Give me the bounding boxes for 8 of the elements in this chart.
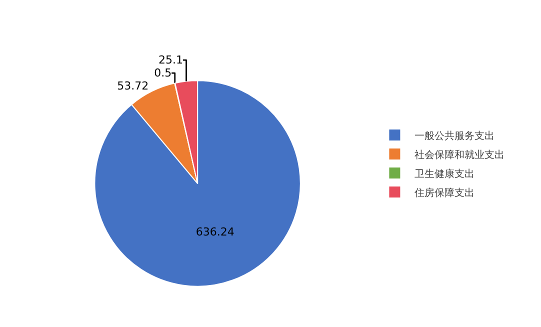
data-label: 636.24 <box>196 225 234 238</box>
legend-label: 一般公共服务支出 <box>414 130 495 142</box>
legend-label: 住房保障支出 <box>414 186 475 199</box>
legend-label: 社会保障和就业支出 <box>414 148 505 161</box>
data-label: 25.1 <box>158 54 183 67</box>
legend-label: 卫生健康支出 <box>414 168 475 180</box>
data-label: 0.5 <box>154 66 172 80</box>
data-label: 53.72 <box>117 80 149 93</box>
